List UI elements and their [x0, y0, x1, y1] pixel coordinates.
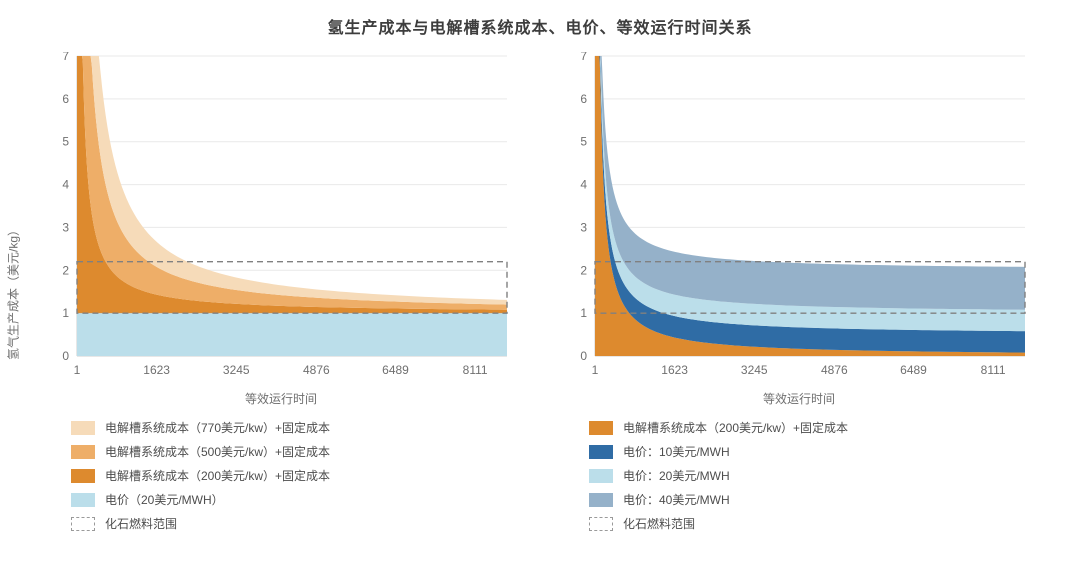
charts-container: 氢气生产成本（美元/kg） 01234567116233245487664898… [36, 52, 1044, 532]
legend-swatch [589, 469, 613, 483]
svg-text:1: 1 [74, 363, 81, 377]
legend-swatch [589, 517, 613, 531]
legend-right: 电解槽系统成本（200美元/kw）+固定成本电价：10美元/MWH 电价：20美元… [563, 419, 1035, 532]
svg-text:6489: 6489 [900, 363, 927, 377]
legend-swatch [71, 445, 95, 459]
svg-text:6: 6 [580, 92, 587, 106]
chart-left: 01234567116233245487664898111 [45, 52, 517, 382]
legend-item: 化石燃料范围 [71, 515, 517, 532]
chart-left-panel: 氢气生产成本（美元/kg） 01234567116233245487664898… [45, 52, 517, 532]
legend-swatch [589, 493, 613, 507]
chart-left-xlabel: 等效运行时间 [45, 390, 517, 407]
legend-item: 电价：40美元/MWH [589, 491, 1035, 508]
svg-text:3245: 3245 [741, 363, 768, 377]
svg-text:6489: 6489 [382, 363, 409, 377]
svg-text:2: 2 [62, 263, 69, 277]
legend-label: 电价：10美元/MWH [623, 443, 730, 460]
legend-label: 化石燃料范围 [105, 515, 177, 532]
page-title: 氢生产成本与电解槽系统成本、电价、等效运行时间关系 [36, 14, 1044, 38]
legend-label: 电解槽系统成本（770美元/kw）+固定成本 [105, 419, 330, 436]
legend-label: 电解槽系统成本（200美元/kw）+固定成本 [623, 419, 848, 436]
legend-label: 电价：20美元/MWH [623, 467, 730, 484]
legend-swatch [71, 421, 95, 435]
chart-left-ylabel: 氢气生产成本（美元/kg） [5, 224, 22, 360]
legend-label: 电价：40美元/MWH [623, 491, 730, 508]
legend-swatch [71, 517, 95, 531]
legend-item: 电解槽系统成本（500美元/kw）+固定成本 [71, 443, 517, 460]
svg-text:4876: 4876 [821, 363, 848, 377]
svg-text:1623: 1623 [661, 363, 688, 377]
svg-text:7: 7 [62, 52, 69, 63]
svg-text:6: 6 [62, 92, 69, 106]
svg-text:1: 1 [592, 363, 599, 377]
legend-label: 电解槽系统成本（500美元/kw）+固定成本 [105, 443, 330, 460]
svg-text:8111: 8111 [463, 363, 488, 377]
legend-item: 电价（20美元/MWH） [71, 491, 517, 508]
svg-text:0: 0 [580, 349, 587, 363]
legend-label: 电解槽系统成本（200美元/kw）+固定成本 [105, 467, 330, 484]
svg-text:3: 3 [580, 220, 587, 234]
legend-swatch [589, 445, 613, 459]
chart-right: 01234567116233245487664898111 [563, 52, 1035, 382]
legend-item: 电解槽系统成本（200美元/kw）+固定成本 [71, 467, 517, 484]
legend-label: 电价（20美元/MWH） [105, 491, 224, 508]
svg-text:1: 1 [62, 306, 69, 320]
svg-text:5: 5 [580, 135, 587, 149]
chart-right-panel: 01234567116233245487664898111 等效运行时间 电解槽… [563, 52, 1035, 532]
legend-label: 化石燃料范围 [623, 515, 695, 532]
svg-text:5: 5 [62, 135, 69, 149]
svg-text:7: 7 [580, 52, 587, 63]
svg-text:1: 1 [580, 306, 587, 320]
legend-item: 电解槽系统成本（200美元/kw）+固定成本 [589, 419, 1035, 436]
svg-text:0: 0 [62, 349, 69, 363]
svg-text:3245: 3245 [223, 363, 250, 377]
svg-text:3: 3 [62, 220, 69, 234]
legend-swatch [71, 469, 95, 483]
legend-left: 电解槽系统成本（770美元/kw）+固定成本电解槽系统成本（500美元/kw）+… [45, 419, 517, 532]
legend-item: 电价：20美元/MWH [589, 467, 1035, 484]
legend-swatch [589, 421, 613, 435]
svg-text:4: 4 [580, 178, 587, 192]
legend-item: 电解槽系统成本（770美元/kw）+固定成本 [71, 419, 517, 436]
svg-text:8111: 8111 [981, 363, 1006, 377]
svg-text:1623: 1623 [143, 363, 170, 377]
svg-text:4: 4 [62, 178, 69, 192]
legend-item: 化石燃料范围 [589, 515, 1035, 532]
svg-text:2: 2 [580, 263, 587, 277]
legend-item: 电价：10美元/MWH [589, 443, 1035, 460]
legend-swatch [71, 493, 95, 507]
chart-right-xlabel: 等效运行时间 [563, 390, 1035, 407]
svg-text:4876: 4876 [303, 363, 330, 377]
